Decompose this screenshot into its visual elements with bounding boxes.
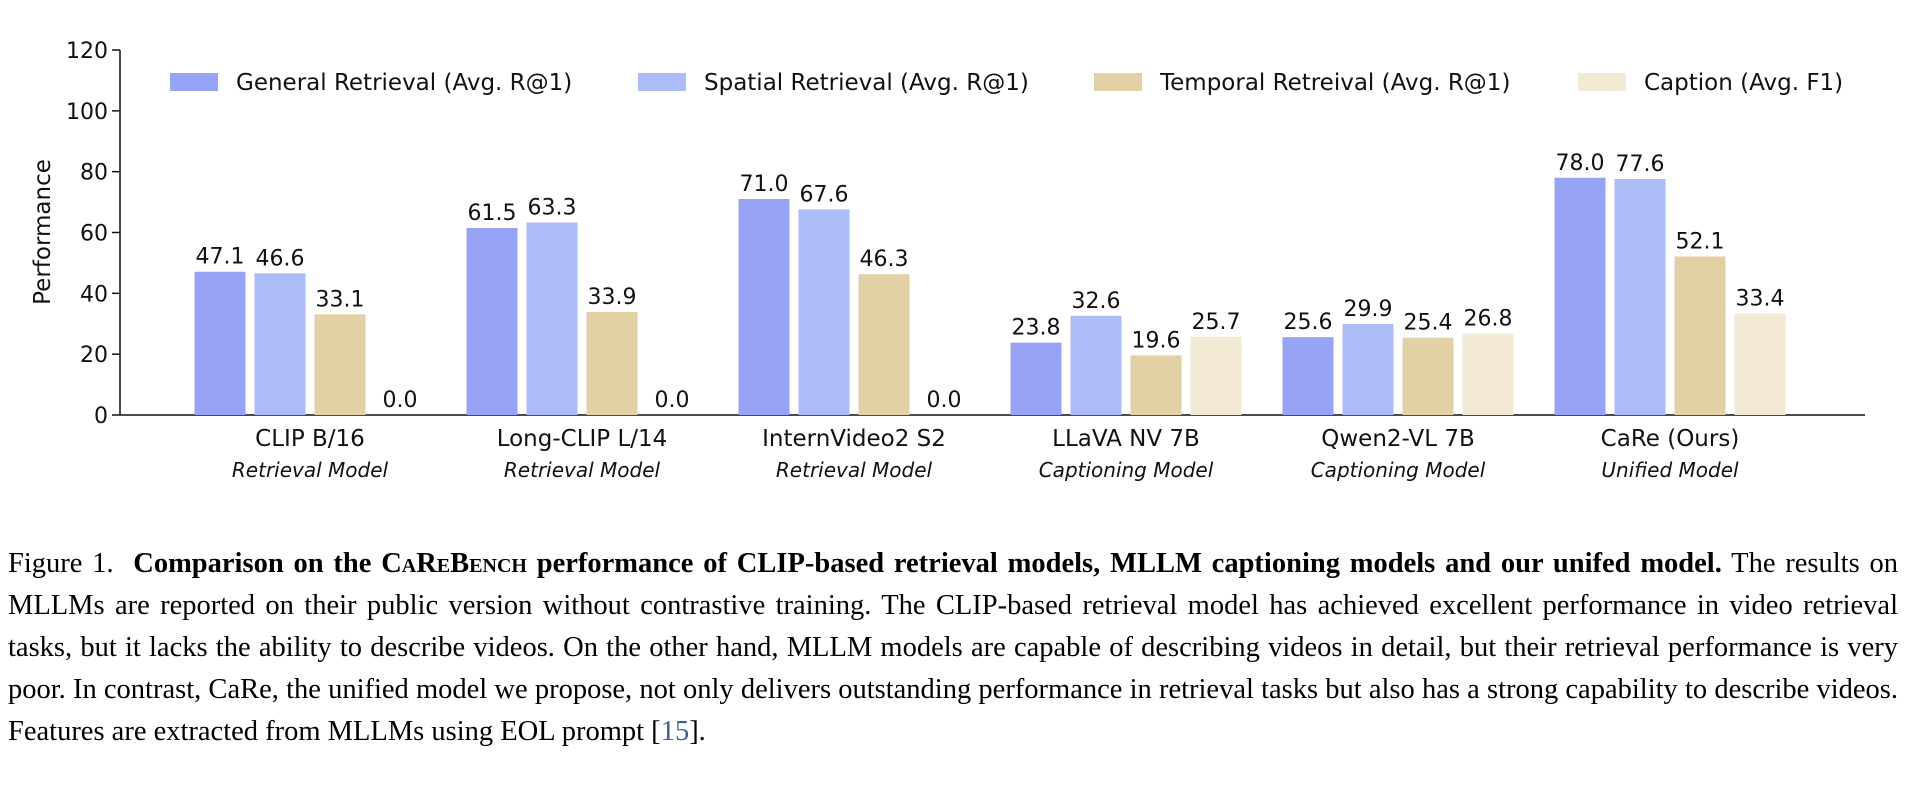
bar-value-label: 25.6 [1284, 310, 1333, 335]
legend-label: General Retrieval (Avg. R@1) [236, 70, 572, 96]
bar [254, 273, 306, 415]
y-tick-label: 0 [94, 404, 108, 429]
bar-value-label: 33.1 [316, 287, 365, 312]
bar-value-label: 46.6 [256, 246, 305, 271]
bar-value-label: 19.6 [1132, 328, 1181, 353]
category-label: LLaVA NV 7B [1052, 426, 1200, 452]
category-subtitle: Retrieval Model [776, 458, 933, 482]
y-tick-label: 80 [80, 161, 108, 186]
category-subtitle: Retrieval Model [504, 458, 661, 482]
bar-value-label: 0.0 [383, 388, 418, 413]
bars [194, 177, 1786, 415]
bar-value-label: 46.3 [860, 247, 909, 272]
legend-swatch [170, 73, 218, 91]
bar [1342, 324, 1394, 415]
category-label: CLIP B/16 [255, 426, 365, 452]
bar-value-label: 78.0 [1556, 151, 1605, 176]
caption-body: The results on MLLMs are reported on the… [8, 548, 1898, 747]
bar-chart: 0 20 40 60 80 100 120 47.1 46.6 33.1 0.0 61.5 63.3 3… [30, 39, 1865, 482]
category-subtitle: Unified Model [1601, 458, 1739, 482]
y-tick-label: 60 [80, 222, 108, 247]
bar [1070, 315, 1122, 415]
bar-value-label: 63.3 [528, 195, 577, 220]
legend-swatch [1578, 73, 1626, 91]
y-tick-label: 120 [66, 39, 108, 64]
bar [314, 314, 366, 415]
category-label: CaRe (Ours) [1601, 426, 1740, 452]
bar-value-label: 0.0 [927, 388, 962, 413]
bar [1554, 177, 1606, 415]
bar-value-label: 52.1 [1676, 230, 1725, 255]
figure-caption: Figure 1. Comparison on the CaReBench pe… [8, 548, 1898, 747]
bar-value-label: 29.9 [1344, 297, 1393, 322]
bar-value-label: 71.0 [740, 172, 789, 197]
bar [466, 227, 518, 415]
bar-value-label: 26.8 [1464, 306, 1513, 331]
bar [858, 274, 910, 415]
bar [586, 311, 638, 415]
bar [194, 271, 246, 415]
legend: General Retrieval (Avg. R@1) Spatial Retr… [170, 70, 1843, 96]
bar [1674, 256, 1726, 415]
legend-label: Caption (Avg. F1) [1644, 70, 1843, 96]
bar-value-label: 77.6 [1616, 152, 1665, 177]
bar-value-label: 33.9 [588, 285, 637, 310]
bar-value-label: 67.6 [800, 182, 849, 207]
citation-link[interactable]: 15 [660, 716, 690, 747]
bar-value-label: 47.1 [196, 245, 245, 270]
y-tick-label: 20 [80, 343, 108, 368]
bar-value-label: 0.0 [655, 388, 690, 413]
bar [738, 199, 790, 415]
bar [798, 209, 850, 415]
bar [1282, 337, 1334, 415]
figure-label: Figure 1. [8, 548, 114, 579]
bar [1462, 333, 1514, 415]
legend-swatch [638, 73, 686, 91]
bar-value-label: 61.5 [468, 201, 517, 226]
bar [1402, 337, 1454, 415]
bar [1190, 336, 1242, 415]
legend-swatch [1094, 73, 1142, 91]
bar [1010, 342, 1062, 415]
bar-value-label: 23.8 [1012, 316, 1061, 341]
y-axis: 0 20 40 60 80 100 120 [66, 39, 121, 429]
legend-label: Temporal Retreival (Avg. R@1) [1159, 70, 1510, 96]
bar [1130, 355, 1182, 415]
bar-value-label: 25.4 [1404, 311, 1453, 336]
legend-label: Spatial Retrieval (Avg. R@1) [704, 70, 1029, 96]
bar [526, 222, 578, 415]
bar-value-label: 32.6 [1072, 289, 1121, 314]
category-label: Long-CLIP L/14 [497, 426, 668, 452]
bar-value-labels: 47.1 46.6 33.1 0.0 61.5 63.3 33.9 0.0 71.0 67.6 46… [196, 151, 1785, 413]
bar-value-label: 25.7 [1192, 310, 1241, 335]
category-labels: CLIP B/16 Retrieval Model Long-CLIP L/14 Re… [232, 426, 1739, 482]
y-axis-title: Performance [30, 159, 56, 305]
y-tick-label: 100 [66, 100, 108, 125]
bar [1734, 313, 1786, 415]
category-subtitle: Retrieval Model [232, 458, 389, 482]
benchmark-name: CaReBench [381, 548, 527, 579]
y-tick-label: 40 [80, 282, 108, 307]
category-subtitle: Captioning Model [1311, 458, 1486, 482]
category-label: Qwen2-VL 7B [1321, 426, 1475, 452]
bar-value-label: 33.4 [1736, 286, 1785, 311]
category-label: InternVideo2 S2 [762, 426, 946, 452]
category-subtitle: Captioning Model [1039, 458, 1214, 482]
caption-title: Comparison on the CaReBench performance … [133, 548, 1722, 579]
bar [1614, 178, 1666, 415]
